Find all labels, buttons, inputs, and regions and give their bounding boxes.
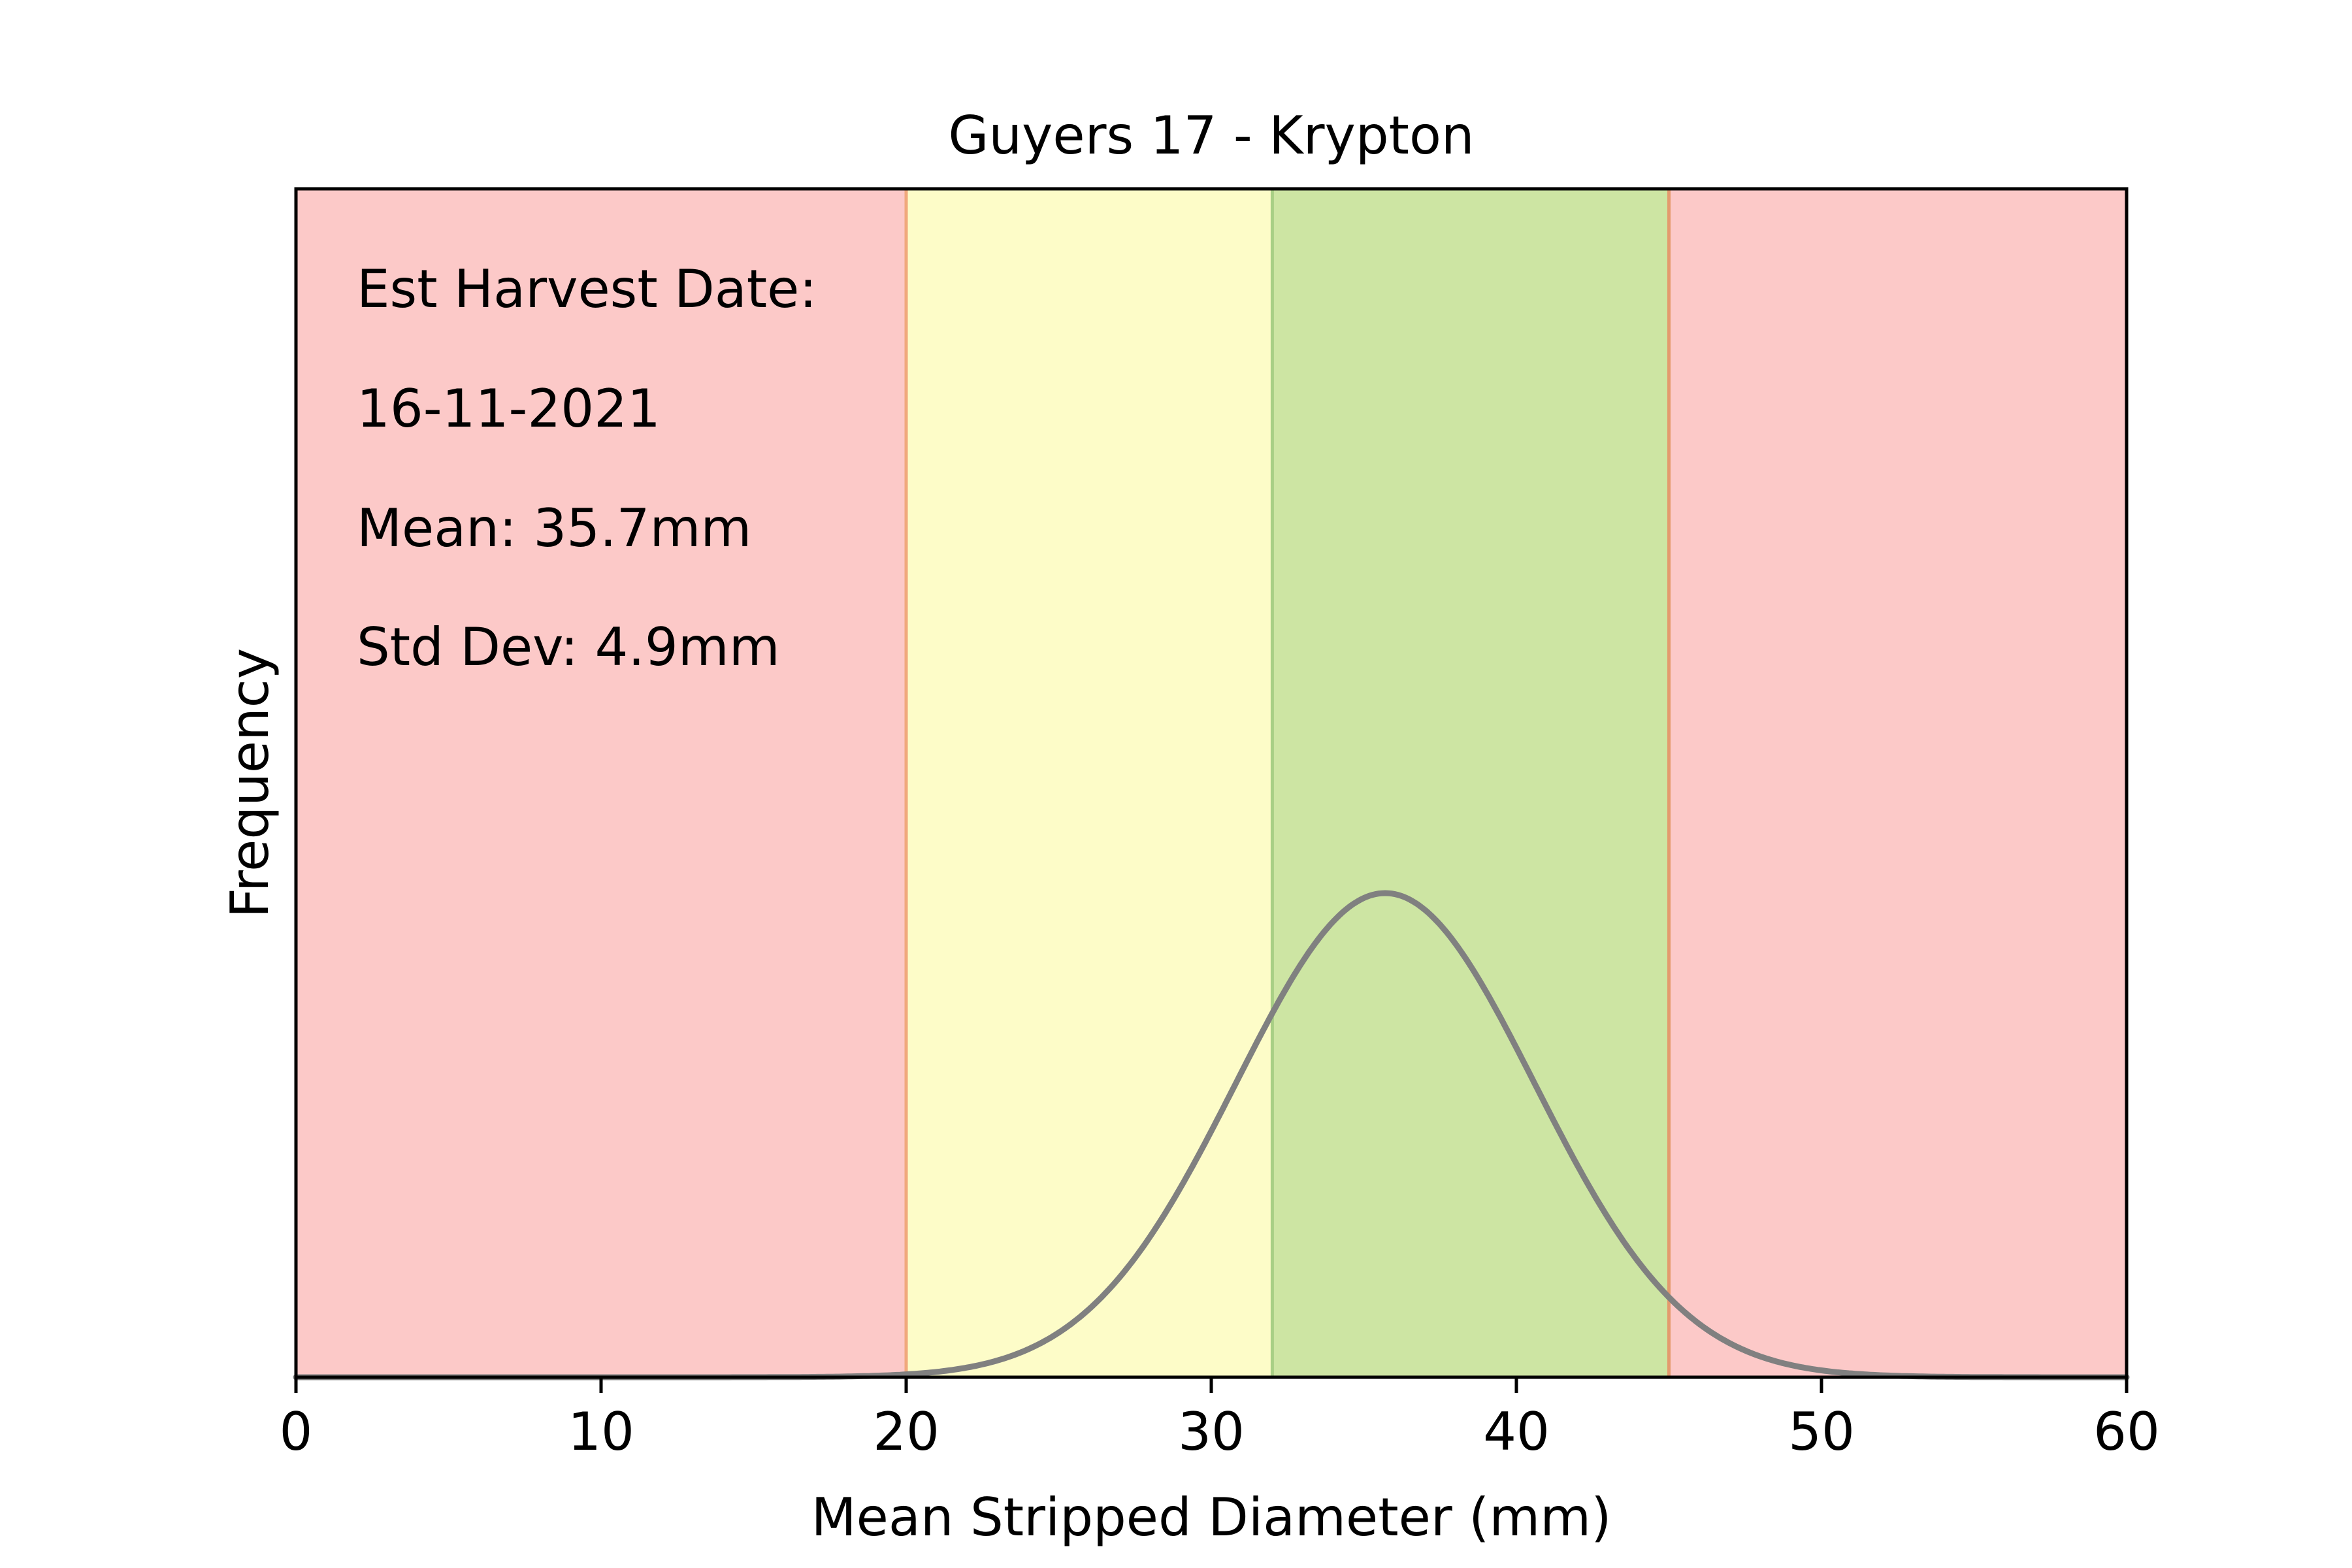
annotation-block: Est Harvest Date: 16-11-2021 Mean: 35.7m…: [357, 259, 817, 678]
band-red-3: [1669, 189, 2127, 1377]
annotation-harvest-label: Est Harvest Date:: [357, 259, 817, 319]
annotation-mean: Mean: 35.7mm: [357, 498, 751, 559]
x-tick-label-0: 0: [280, 1401, 313, 1462]
chart-title: Guyers 17 - Krypton: [948, 105, 1474, 166]
x-tick-label-50: 50: [1788, 1401, 1855, 1462]
annotation-std-dev: Std Dev: 4.9mm: [357, 617, 780, 678]
band-red-0: [296, 189, 906, 1377]
annotation-harvest-date: 16-11-2021: [357, 378, 661, 439]
x-tick-label-40: 40: [1483, 1401, 1550, 1462]
x-axis-label: Mean Stripped Diameter (mm): [811, 1487, 1612, 1548]
x-tick-label-20: 20: [873, 1401, 939, 1462]
zone-bands: [296, 189, 2127, 1377]
x-tick-label-10: 10: [568, 1401, 634, 1462]
y-axis-label: Frequency: [220, 648, 280, 918]
x-axis-ticks: 0 10 20 30 40 50 60: [280, 1377, 2160, 1462]
band-green-2: [1272, 189, 1669, 1377]
x-tick-label-30: 30: [1178, 1401, 1245, 1462]
zone-band-edges: [904, 189, 1671, 1377]
x-tick-label-60: 60: [2093, 1401, 2160, 1462]
band-yellow-1: [906, 189, 1273, 1377]
